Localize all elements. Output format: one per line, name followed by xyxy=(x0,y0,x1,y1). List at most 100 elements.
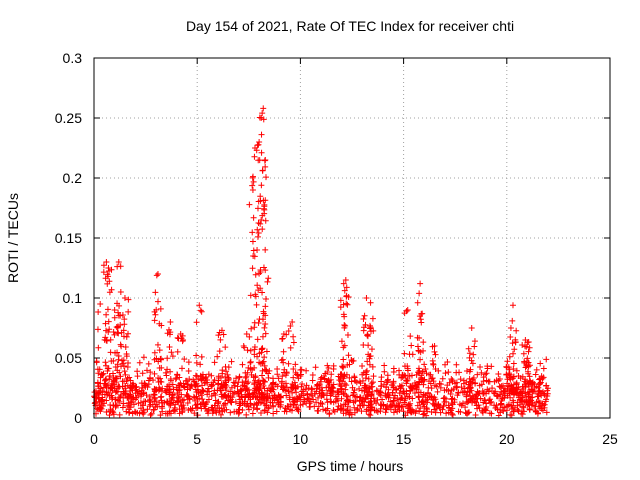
data-point xyxy=(110,409,117,416)
data-point xyxy=(252,291,259,298)
data-point xyxy=(430,378,437,385)
data-point xyxy=(309,377,316,384)
data-point xyxy=(515,372,522,379)
data-point xyxy=(174,386,181,393)
data-point xyxy=(456,369,463,376)
data-point xyxy=(404,365,411,372)
data-point xyxy=(162,369,169,376)
data-point xyxy=(416,408,423,415)
data-point xyxy=(214,353,221,360)
data-point xyxy=(119,404,126,411)
data-point xyxy=(285,388,292,395)
data-point xyxy=(103,408,110,415)
x-tick-label: 0 xyxy=(90,431,98,447)
data-point xyxy=(104,306,111,313)
data-point xyxy=(147,369,154,376)
data-point xyxy=(297,396,304,403)
data-point xyxy=(250,214,257,221)
data-point xyxy=(247,400,254,407)
data-point xyxy=(387,398,394,405)
data-point xyxy=(115,259,122,265)
data-point xyxy=(257,193,264,200)
data-point xyxy=(433,405,440,412)
data-point xyxy=(258,131,265,138)
data-point xyxy=(303,382,310,389)
data-point xyxy=(251,389,258,396)
data-point xyxy=(322,370,329,377)
data-point xyxy=(498,397,505,404)
data-point xyxy=(261,324,268,331)
data-point xyxy=(109,370,116,377)
data-point xyxy=(254,405,261,412)
data-point xyxy=(351,374,358,381)
data-point xyxy=(415,347,422,354)
data-point xyxy=(212,391,219,398)
data-point xyxy=(344,332,351,339)
data-point xyxy=(292,385,299,392)
data-point xyxy=(311,403,318,410)
data-point xyxy=(235,390,242,397)
data-point xyxy=(114,349,121,356)
data-point xyxy=(123,408,130,415)
data-point xyxy=(262,246,269,253)
data-point xyxy=(205,371,212,378)
data-point xyxy=(157,305,164,312)
data-point xyxy=(254,233,261,240)
data-point xyxy=(146,403,153,410)
data-point xyxy=(125,308,132,315)
data-point xyxy=(254,282,261,289)
data-point xyxy=(469,360,476,367)
data-point xyxy=(143,367,150,374)
data-point xyxy=(222,384,229,391)
data-point xyxy=(121,368,128,375)
data-point xyxy=(510,385,517,392)
data-point xyxy=(297,367,304,374)
data-point xyxy=(496,376,503,383)
data-point xyxy=(485,387,492,394)
data-point xyxy=(123,333,130,340)
data-point xyxy=(249,238,256,245)
data-point xyxy=(116,302,123,309)
data-point xyxy=(403,378,410,385)
data-point xyxy=(425,384,432,391)
data-point xyxy=(391,397,398,404)
data-point xyxy=(157,394,164,401)
data-point xyxy=(309,386,316,393)
data-point xyxy=(510,365,517,372)
data-point xyxy=(467,366,474,373)
data-point xyxy=(151,308,158,315)
x-tick-label: 15 xyxy=(396,431,412,447)
data-point xyxy=(249,182,256,189)
data-point xyxy=(481,396,488,403)
data-point xyxy=(122,371,129,378)
data-point xyxy=(109,394,116,401)
data-point xyxy=(445,369,452,376)
data-point xyxy=(117,289,124,295)
data-point xyxy=(343,284,350,291)
data-point xyxy=(402,372,409,379)
data-point xyxy=(524,339,531,346)
data-point xyxy=(507,325,514,331)
data-point xyxy=(453,384,460,391)
data-point xyxy=(338,395,345,402)
data-point xyxy=(343,407,350,414)
data-point xyxy=(178,365,185,372)
data-point xyxy=(357,380,364,387)
data-point xyxy=(113,323,120,330)
data-point xyxy=(376,391,383,398)
data-point xyxy=(365,351,372,358)
data-point xyxy=(403,388,410,395)
data-point xyxy=(528,386,535,393)
data-point xyxy=(525,380,532,387)
data-point xyxy=(131,408,138,415)
data-point xyxy=(544,392,551,399)
data-point xyxy=(407,383,414,390)
data-point xyxy=(287,323,294,330)
data-point xyxy=(199,400,206,407)
data-point xyxy=(348,356,355,363)
data-point xyxy=(477,363,484,370)
data-point xyxy=(252,271,259,278)
data-point xyxy=(449,412,456,419)
data-point xyxy=(278,378,285,385)
data-point xyxy=(204,391,211,398)
